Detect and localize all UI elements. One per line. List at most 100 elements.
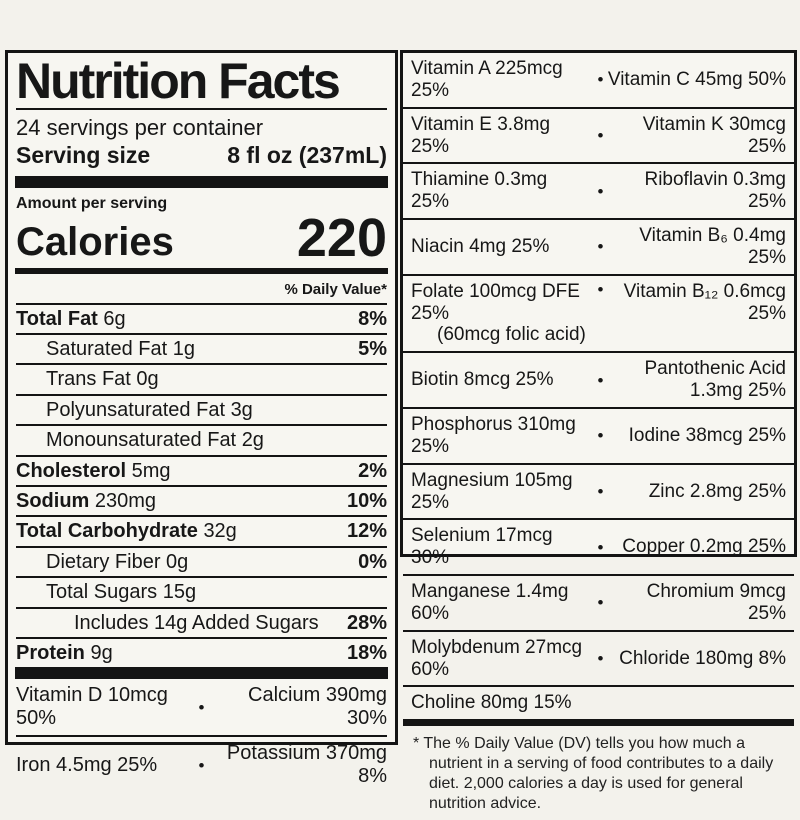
vitamin-row-selenium-copper: Selenium 17mcg 30% • Copper 0.2mg 25% <box>403 518 794 574</box>
bullet-separator-icon: • <box>597 370 604 390</box>
nutrient-amount: 230mg <box>94 489 157 512</box>
calories-label: Calories <box>16 219 174 264</box>
nutrient-row-monounsaturated-fat: Monounsaturated Fat 2g <box>16 424 387 454</box>
bullet-separator-icon: • <box>597 237 604 257</box>
nutrient-name: Includes 14g Added Sugars <box>74 611 319 634</box>
vitamin-left: Vitamin E 3.8mg 25% <box>411 113 551 157</box>
nutrient-row-sodium: Sodium 230mg 10% <box>16 484 387 515</box>
nutrition-facts-label: { "bullet": "•", "main": { "title": "Nut… <box>5 50 797 813</box>
nutrient-name: Total Fat <box>16 307 98 330</box>
nutrient-dv: 18% <box>346 641 387 664</box>
vitamin-row-e-k: Vitamin E 3.8mg 25% • Vitamin K 30mcg 25… <box>403 106 794 163</box>
nutrient-amount: 5mg <box>131 459 171 482</box>
nutrient-row-dietary-fiber: Dietary Fiber 0g 0% <box>16 545 387 576</box>
thick-divider-bar <box>403 719 794 727</box>
vitamin-left: Manganese 1.4mg 60% <box>411 581 569 624</box>
vitamin-right: Zinc 2.8mg 25% <box>648 480 786 502</box>
nutrient-name: Total Sugars <box>46 581 158 604</box>
vitamin-row-choline: Choline 80mg 15% <box>403 685 794 719</box>
vitamin-row-manganese-chromium: Manganese 1.4mg 60% • Chromium 9mcg 25% <box>403 574 794 630</box>
nutrient-name: Cholesterol <box>16 459 127 482</box>
nutrient-dv: 8% <box>358 307 387 330</box>
serving-size-label: Serving size <box>16 142 151 168</box>
nutrient-row-total-sugars: Total Sugars 15g <box>16 576 387 606</box>
daily-value-header: % Daily Value* <box>284 280 387 298</box>
vitamin-right: Chloride 180mg 8% <box>619 647 786 669</box>
nutrient-amount: 15g <box>162 581 197 604</box>
nutrient-dv: 0% <box>358 550 387 573</box>
nutrient-amount: 0g <box>166 550 189 573</box>
nutrient-amount: 9g <box>90 641 113 664</box>
vitamin-right: Riboflavin 0.3mg 25% <box>644 169 786 213</box>
vitamin-row-magnesium-zinc: Magnesium 105mg 25% • Zinc 2.8mg 25% <box>403 462 794 519</box>
bullet-separator-icon: • <box>597 70 604 90</box>
bullet-separator-icon: • <box>198 755 205 775</box>
vitamin-left: Magnesium 105mg 25% <box>411 469 573 513</box>
vitamin-right: Pantothenic Acid 1.3mg 25% <box>644 358 786 402</box>
bullet-separator-icon: • <box>198 697 205 717</box>
nutrient-amount: 6g <box>103 307 126 330</box>
vitamin-left: Thiamine 0.3mg 25% <box>411 169 548 213</box>
vitamin-right: Vitamin C 45mg 50% <box>607 68 786 90</box>
vitamin-right: Chromium 9mcg 25% <box>646 581 786 624</box>
calories-row: Calories 220 <box>16 208 387 268</box>
nutrition-facts-main-panel: Nutrition Facts 24 servings per containe… <box>5 50 398 787</box>
vitamin-left: Biotin 8mcg 25% <box>411 369 554 391</box>
bullet-separator-icon: • <box>597 126 604 146</box>
vitamin-right: Vitamin B₁₂ 0.6mcg 25% <box>623 280 786 324</box>
vitamin-left: Vitamin A 225mcg 25% <box>411 58 563 101</box>
nutrient-row-trans-fat: Trans Fat 0g <box>16 363 387 393</box>
medium-divider-bar <box>15 267 388 274</box>
nutrient-amount: 2g <box>241 429 264 452</box>
nutrient-amount: 32g <box>203 520 237 543</box>
bullet-separator-icon: • <box>597 181 604 201</box>
nutrient-row-added-sugars: Includes 14g Added Sugars 28% <box>16 606 387 637</box>
calories-value: 220 <box>296 208 387 268</box>
nutrient-name: Saturated Fat <box>46 337 168 360</box>
mineral-right: Calcium 390mg 30% <box>248 684 387 730</box>
nutrient-dv: 10% <box>346 489 387 512</box>
title-divider <box>16 108 387 110</box>
nutrient-row-cholesterol: Cholesterol 5mg 2% <box>16 454 387 485</box>
nutrient-name: Monounsaturated Fat <box>46 429 237 452</box>
mineral-right: Potassium 370mg 8% <box>226 742 387 788</box>
nutrient-name: Dietary Fiber <box>46 550 161 573</box>
nutrient-amount: 1g <box>172 337 195 360</box>
nutrient-row-total-fat: Total Fat 6g 8% <box>16 302 387 333</box>
vitamin-left: Choline 80mg 15% <box>411 692 572 714</box>
mineral-row-iron-potassium: Iron 4.5mg 25% • Potassium 370mg 8% <box>16 735 387 793</box>
bullet-separator-icon: • <box>597 649 604 669</box>
label-title: Nutrition Facts <box>16 53 341 109</box>
thick-divider-bar <box>15 176 388 188</box>
bullet-separator-icon: • <box>597 279 604 299</box>
vitamin-row-a-c: Vitamin A 225mcg 25% • Vitamin C 45mg 50… <box>403 53 794 107</box>
vitamin-left: Folate 100mcg DFE 25% <box>411 280 580 324</box>
nutrient-name: Total Carbohydrate <box>16 520 198 543</box>
servings-per-container: 24 servings per container <box>16 115 264 140</box>
vitamin-row-biotin-pantothenic: Biotin 8mcg 25% • Pantothenic Acid 1.3mg… <box>403 351 794 407</box>
serving-size-value: 8 fl oz (237mL) <box>227 142 387 168</box>
daily-value-footnote: * The % Daily Value (DV) tells you how m… <box>413 735 774 813</box>
vitamin-right: Iodine 38mcg 25% <box>628 424 786 446</box>
vitamin-left-note: (60mcg folic acid) <box>437 324 586 346</box>
nutrient-name: Trans Fat <box>46 368 131 391</box>
vitamin-row-molybdenum-chloride: Molybdenum 27mcg 60% • Chloride 180mg 8% <box>403 629 794 686</box>
mineral-left: Vitamin D 10mcg 50% <box>16 684 168 730</box>
vitamin-right: Vitamin K 30mcg 25% <box>642 113 786 157</box>
vitamin-row-niacin-b6: Niacin 4mg 25% • Vitamin B₆ 0.4mg 25% <box>403 218 794 274</box>
serving-size-row: Serving size 8 fl oz (237mL) <box>16 141 387 176</box>
nutrient-amount: 0g <box>136 368 159 391</box>
vitamin-right: Copper 0.2mg 25% <box>622 536 786 558</box>
thick-divider-bar <box>15 667 388 680</box>
nutrient-dv: 28% <box>346 611 387 634</box>
vitamin-left: Niacin 4mg 25% <box>411 235 550 257</box>
nutrient-row-total-carbohydrate: Total Carbohydrate 32g 12% <box>16 515 387 545</box>
vitamin-row-phosphorus-iodine: Phosphorus 310mg 25% • Iodine 38mcg 25% <box>403 406 794 463</box>
vitamin-left: Phosphorus 310mg 25% <box>411 413 576 457</box>
vitamin-row-folate-b12: Folate 100mcg DFE 25% (60mcg folic acid)… <box>403 273 794 352</box>
nutrient-dv: 2% <box>358 459 387 482</box>
mineral-row-vitamin-d-calcium: Vitamin D 10mcg 50% • Calcium 390mg 30% <box>16 679 387 735</box>
nutrient-amount: 3g <box>230 398 253 421</box>
nutrient-name: Sodium <box>16 489 90 512</box>
mineral-left: Iron 4.5mg 25% <box>16 753 158 776</box>
